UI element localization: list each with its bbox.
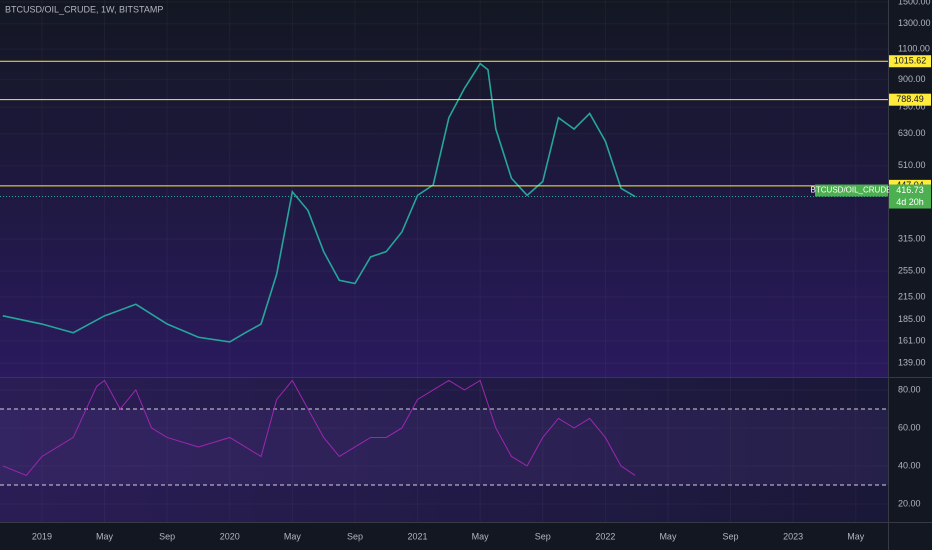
x-tick-label: 2019 (32, 531, 52, 541)
last-price-label: 416.73 (896, 185, 924, 195)
symbol-tag (815, 184, 888, 197)
x-tick-label: 2021 (408, 531, 428, 541)
x-tick-label: 2020 (220, 531, 240, 541)
y-tick-label: 750.00 (898, 102, 926, 112)
y-tick-label: 80.00 (898, 384, 921, 394)
level-tag (889, 55, 931, 68)
price-pane (0, 0, 888, 377)
level-label: 788.49 (896, 94, 924, 104)
y-tick-label: 139.00 (898, 358, 926, 368)
chart-title: BTCUSD/OIL_CRUDE, 1W, BITSTAMP (5, 4, 163, 14)
x-tick-label: May (96, 531, 114, 541)
rsi-band-fill (0, 408, 888, 485)
y-tick-label: 185.00 (898, 314, 926, 324)
x-tick-label: May (847, 531, 865, 541)
series-line (2, 379, 636, 477)
y-tick-label: 20.00 (898, 498, 921, 508)
price-tag (889, 184, 931, 209)
y-tick-label: 60.00 (898, 422, 921, 432)
y-tick-label: 215.00 (898, 291, 926, 301)
series-line (2, 62, 636, 343)
y-tick-label: 40.00 (898, 460, 921, 470)
x-tick-label: Sep (347, 531, 363, 541)
x-tick-label: May (472, 531, 490, 541)
y-tick-label: 161.00 (898, 335, 926, 345)
x-tick-label: Sep (723, 531, 739, 541)
y-tick-label: 900.00 (898, 74, 926, 84)
x-tick-label: May (284, 531, 302, 541)
x-tick-label: Sep (535, 531, 551, 541)
symbol-label: BTCUSD/OIL_CRUDE (811, 186, 892, 195)
y-tick-label: 1300.00 (898, 18, 931, 28)
x-tick-label: 2022 (595, 531, 615, 541)
y-tick-label: 510.00 (898, 160, 926, 170)
y-tick-label: 315.00 (898, 233, 926, 243)
level-label: 1015.62 (894, 56, 927, 66)
level-tag (889, 93, 931, 106)
y-tick-label: 1100.00 (898, 43, 930, 53)
y-tick-label: 630.00 (898, 128, 926, 138)
y-tick-label: 255.00 (898, 266, 926, 276)
x-tick-label: 2023 (783, 531, 803, 541)
x-tick-label: Sep (159, 531, 175, 541)
y-tick-label: 1500.00 (898, 0, 931, 6)
countdown-label: 4d 20h (896, 197, 924, 207)
x-tick-label: May (659, 531, 677, 541)
rsi-pane (0, 378, 888, 522)
